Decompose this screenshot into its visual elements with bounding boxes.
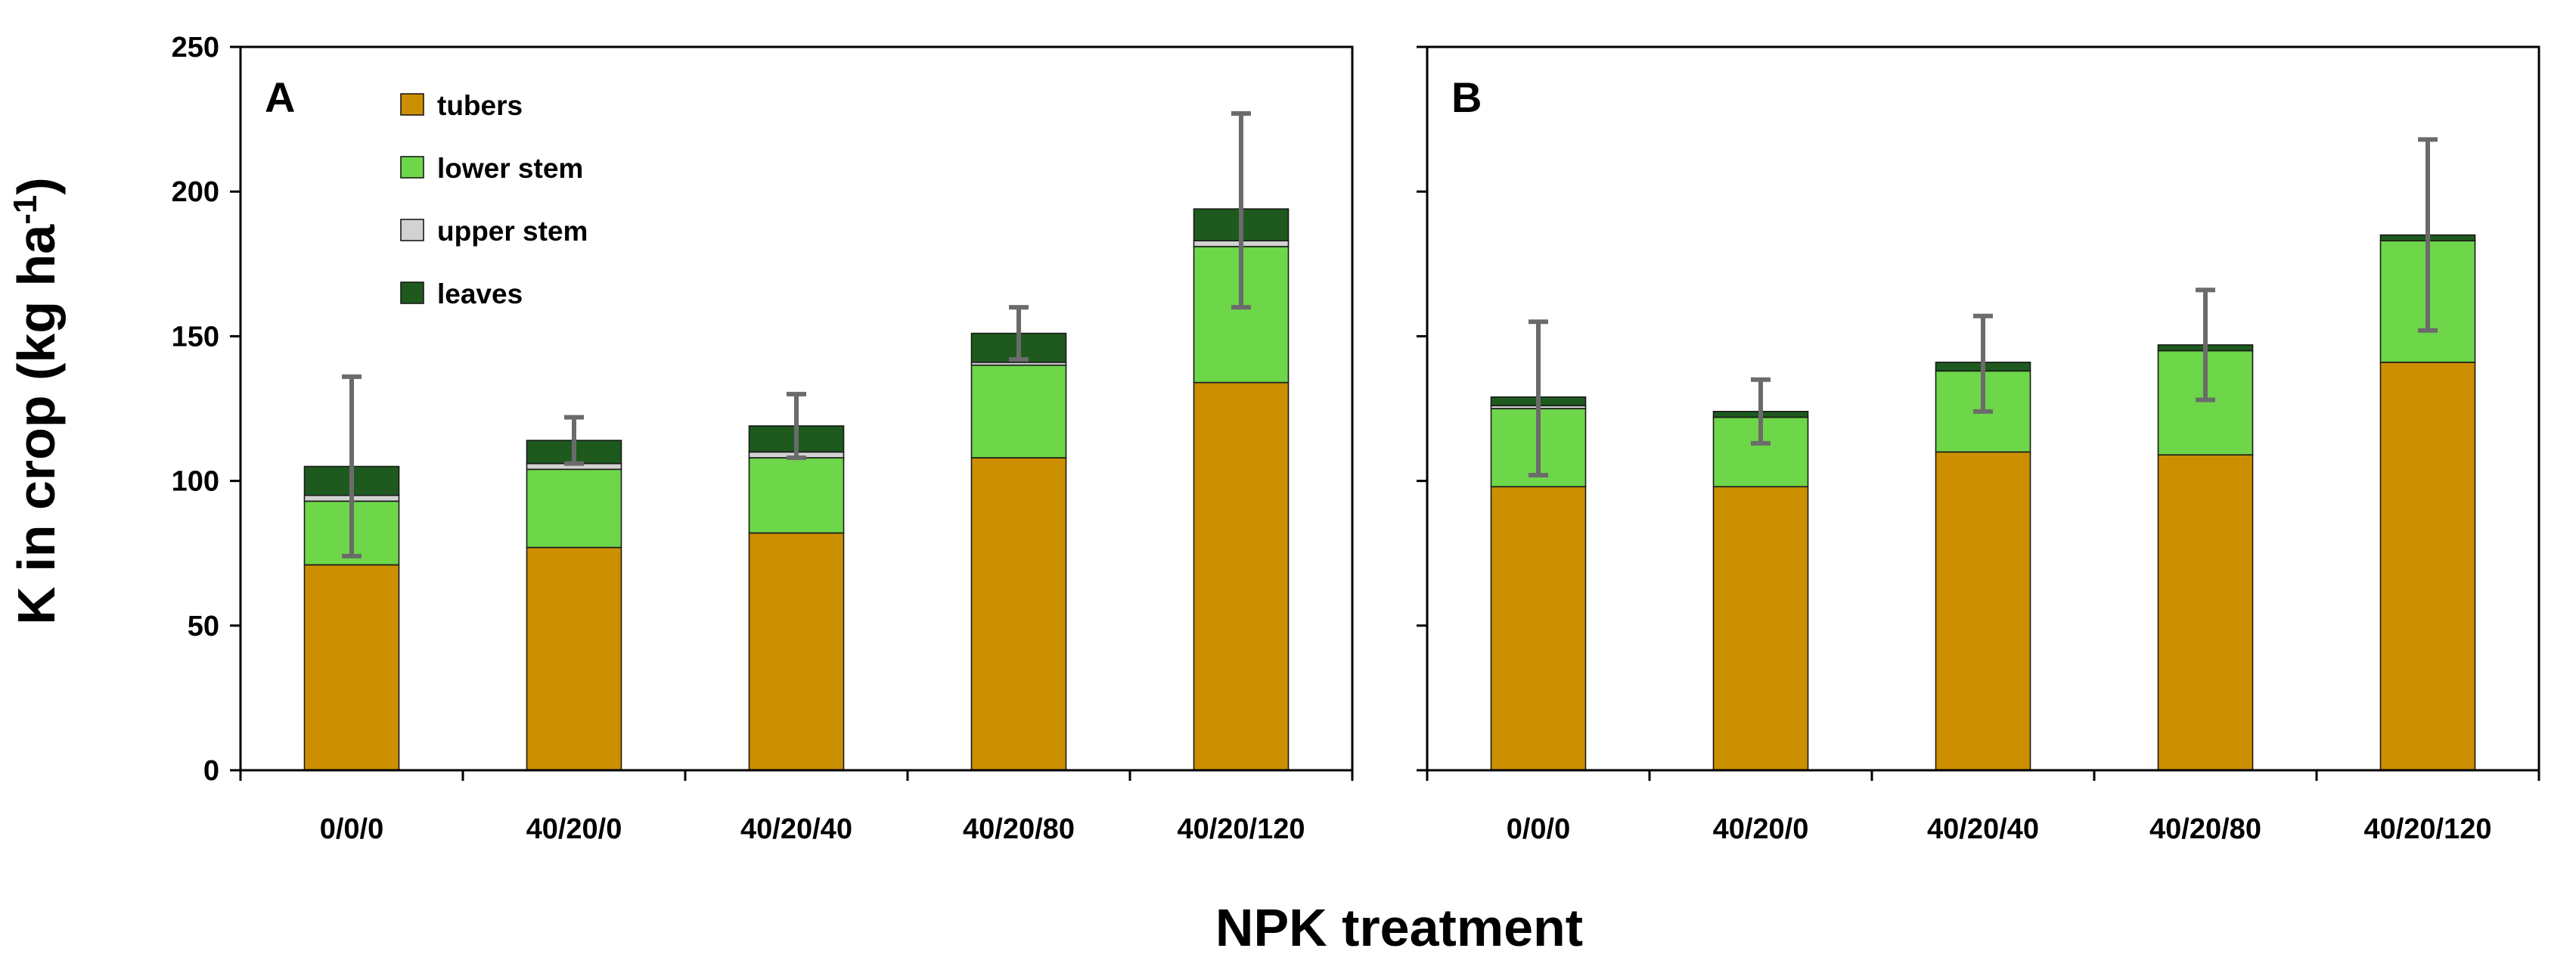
bar-tubers-40/20/80 bbox=[970, 457, 1067, 771]
y-tick-label: 50 bbox=[188, 611, 219, 642]
x-axis-title: NPK treatment bbox=[1215, 898, 1583, 957]
axes-frame bbox=[239, 45, 1354, 772]
bar-tubers-40/20/120 bbox=[2379, 362, 2476, 771]
legend-swatch-tubers bbox=[400, 93, 424, 116]
legend-label-upper-stem: upper stem bbox=[437, 216, 588, 247]
error-bar-40/20/40 bbox=[1973, 313, 1993, 414]
y-tick-label: 200 bbox=[172, 176, 219, 208]
x-tick-label: 40/20/40 bbox=[740, 813, 852, 845]
y-tick-label: 150 bbox=[172, 321, 219, 353]
x-tick-label: 40/20/40 bbox=[1927, 813, 2039, 845]
x-tick-label: 40/20/120 bbox=[2363, 813, 2491, 845]
bar-tubers-40/20/0 bbox=[526, 546, 622, 771]
bar-lower-stem-40/20/40 bbox=[748, 457, 845, 534]
y-tick-label: 100 bbox=[172, 466, 219, 498]
x-tick-label: 40/20/0 bbox=[526, 813, 622, 845]
panel-b: 0/0/0 40/20/0 40/20/40 40/20/80 40/20/120 B bbox=[1417, 45, 2540, 845]
error-bar-40/20/0 bbox=[564, 415, 584, 466]
plot-frame bbox=[239, 45, 1354, 772]
legend-swatch-upper-stem bbox=[400, 219, 424, 241]
panel-label: B bbox=[1451, 73, 1482, 121]
bar-lower-stem-40/20/0 bbox=[526, 468, 622, 549]
legend-swatch-leaves bbox=[400, 281, 424, 304]
error-bar-40/20/80 bbox=[2196, 288, 2215, 403]
error-bar-0/0/0 bbox=[1529, 319, 1548, 477]
panel-a: 0/0/0 40/20/0 40/20/40 40/20/80 40/20/120 0 50… bbox=[172, 32, 1354, 845]
y-tick-label: 250 bbox=[172, 32, 219, 64]
bar-tubers-0/0/0 bbox=[1490, 486, 1587, 771]
bar-tubers-40/20/80 bbox=[2157, 454, 2254, 771]
error-bar-40/20/40 bbox=[787, 391, 806, 461]
legend-label-leaves: leaves bbox=[437, 278, 523, 309]
x-tick-label: 40/20/0 bbox=[1713, 813, 1809, 845]
error-bar-40/20/120 bbox=[2418, 137, 2438, 333]
error-bar-40/20/80 bbox=[1009, 305, 1029, 362]
error-bar-40/20/0 bbox=[1751, 377, 1771, 446]
legend-swatch-lower-stem bbox=[400, 156, 424, 179]
bar-tubers-40/20/40 bbox=[748, 532, 845, 771]
legend-label-lower-stem: lower stem bbox=[437, 153, 583, 184]
y-axis-title: K in crop (kg ha-1) bbox=[7, 177, 67, 624]
axes-frame bbox=[1426, 45, 2540, 772]
bar-tubers-0/0/0 bbox=[303, 564, 400, 771]
x-tick-label: 40/20/80 bbox=[963, 813, 1075, 845]
bar-lower-stem-40/20/80 bbox=[970, 364, 1067, 459]
x-tick-label: 40/20/120 bbox=[1177, 813, 1305, 845]
x-tick-label: 0/0/0 bbox=[1507, 813, 1571, 845]
x-tick-label: 40/20/80 bbox=[2149, 813, 2261, 845]
error-bar-0/0/0 bbox=[342, 374, 362, 559]
x-tick-label: 0/0/0 bbox=[320, 813, 384, 845]
error-bar-40/20/120 bbox=[1231, 110, 1251, 310]
panel-label: A bbox=[265, 73, 295, 121]
legend: tubers lower stem upper stem leaves bbox=[400, 90, 588, 309]
y-tick-label: 0 bbox=[203, 755, 219, 787]
bar-tubers-40/20/120 bbox=[1193, 381, 1290, 771]
legend-label-tubers: tubers bbox=[437, 90, 523, 121]
bar-tubers-40/20/40 bbox=[1935, 451, 2031, 771]
bar-tubers-40/20/0 bbox=[1712, 486, 1809, 771]
plot-frame bbox=[1426, 45, 2540, 772]
y-axis-title-superscript: -1 bbox=[7, 195, 44, 225]
